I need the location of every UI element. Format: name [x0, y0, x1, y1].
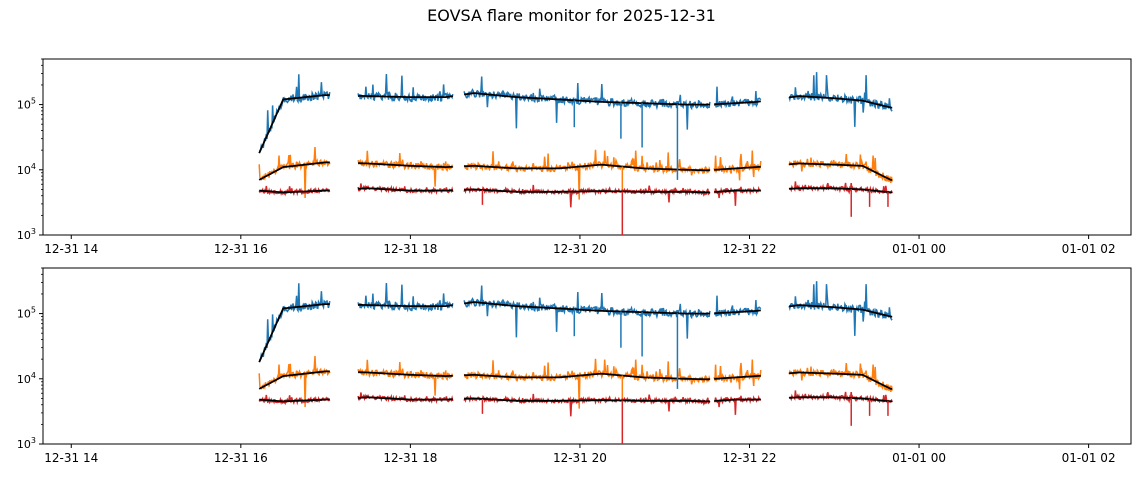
- series-low-smooth: [714, 189, 761, 193]
- chart-panel-2: 103 104 105 12-31 14 12-31 16 12-31 18 12-31 2…: [17, 267, 1132, 465]
- series-high-smooth: [463, 92, 711, 106]
- series-high-smooth: [788, 95, 893, 109]
- series-mid-smooth: [358, 371, 453, 377]
- series-low-smooth: [358, 187, 453, 192]
- series-mid-smooth: [258, 370, 330, 390]
- series-mid-smooth: [789, 371, 893, 390]
- series-low-smooth: [714, 398, 761, 402]
- x-tick-label: 12-31 20: [553, 451, 607, 465]
- series-mid-smooth: [714, 374, 761, 380]
- x-tick-label: 12-31 22: [723, 451, 777, 465]
- series-high-smooth: [788, 304, 893, 318]
- series-low-smooth: [358, 396, 453, 401]
- series-low-smooth: [464, 188, 711, 194]
- x-tick-label: 12-31 18: [383, 451, 437, 465]
- series-high-raw: [357, 282, 454, 313]
- series-mid-smooth: [258, 161, 330, 181]
- series-low-smooth: [259, 189, 330, 194]
- series-mid-smooth: [463, 163, 710, 172]
- plot-area: [42, 58, 1132, 236]
- series-high-smooth: [714, 309, 761, 315]
- series-high-smooth: [714, 100, 761, 106]
- series-mid-raw: [357, 359, 454, 396]
- y-tick-label: 105: [17, 306, 36, 321]
- x-tick-label: 12-31 16: [214, 451, 268, 465]
- series-low-smooth: [464, 397, 711, 403]
- figure-title: EOVSA flare monitor for 2025-12-31: [427, 6, 716, 25]
- y-tick-label: 104: [17, 371, 36, 386]
- series-high-smooth: [357, 94, 453, 98]
- data-layer: [258, 72, 893, 235]
- x-tick-label: 01-01 02: [1062, 451, 1116, 465]
- x-tick-label: 01-01 00: [892, 242, 946, 256]
- y-tick-label: 103: [17, 227, 36, 242]
- x-tick-label: 01-01 02: [1062, 242, 1116, 256]
- x-tick-label: 12-31 16: [214, 242, 268, 256]
- series-mid-smooth: [714, 165, 761, 171]
- series-high-raw: [788, 281, 893, 336]
- plot-area: [42, 267, 1132, 445]
- series-mid-smooth: [463, 372, 710, 381]
- y-tick-label: 103: [17, 436, 36, 451]
- series-low-smooth: [259, 398, 330, 403]
- chart-panel-1: 103 104 105 12-31 14 12-31 16 12-31 18 12-31 2…: [17, 58, 1132, 256]
- x-tick-label: 12-31 22: [723, 242, 777, 256]
- series-high-raw: [357, 73, 454, 104]
- series-mid-smooth: [358, 162, 453, 168]
- x-tick-label: 12-31 20: [553, 242, 607, 256]
- series-high-smooth: [463, 301, 711, 315]
- x-tick-label: 12-31 14: [44, 242, 98, 256]
- y-tick-label: 105: [17, 97, 36, 112]
- series-low-smooth: [789, 187, 893, 194]
- series-mid-raw: [357, 150, 454, 187]
- series-high-smooth: [258, 94, 330, 154]
- data-layer: [258, 281, 893, 444]
- series-low-smooth: [789, 396, 893, 403]
- series-high-smooth: [258, 303, 330, 363]
- x-tick-label: 12-31 14: [44, 451, 98, 465]
- x-tick-label: 01-01 00: [892, 451, 946, 465]
- x-tick-label: 12-31 18: [383, 242, 437, 256]
- series-mid-smooth: [789, 162, 893, 181]
- series-high-raw: [788, 72, 893, 127]
- y-tick-label: 104: [17, 162, 36, 177]
- series-high-smooth: [357, 303, 453, 307]
